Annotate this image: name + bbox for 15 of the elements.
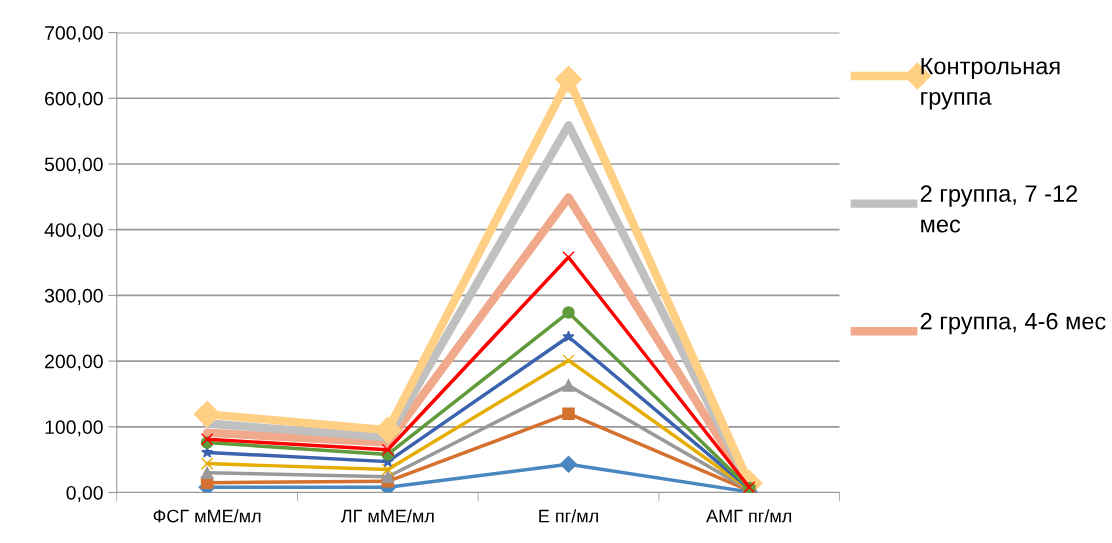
- legend-label: 2 группа, 7 -12 мес: [920, 185, 1078, 233]
- y-tick-label: 700,00: [45, 26, 103, 43]
- y-tick-label: 0,00: [66, 485, 103, 503]
- y-tick-label: 200,00: [45, 354, 103, 371]
- legend-label: 2 группа, 4-6 мес: [920, 312, 1106, 335]
- y-tick-label: 300,00: [44, 288, 103, 305]
- x-tick-label: ЛГ мМЕ/мл: [340, 509, 434, 523]
- legend-label: Контрольная группа: [921, 57, 1060, 110]
- y-tick-label: 100,00: [45, 420, 103, 437]
- y-tick-label: 400,00: [44, 223, 103, 240]
- x-tick-label: ФСГ мМЕ/мл: [153, 509, 261, 523]
- x-tick-label: АМГ пг/мл: [706, 509, 792, 523]
- x-tick-label: Е пг/мл: [539, 509, 598, 523]
- y-tick-label: 500,00: [44, 157, 103, 174]
- y-tick-label: 600,00: [45, 91, 103, 108]
